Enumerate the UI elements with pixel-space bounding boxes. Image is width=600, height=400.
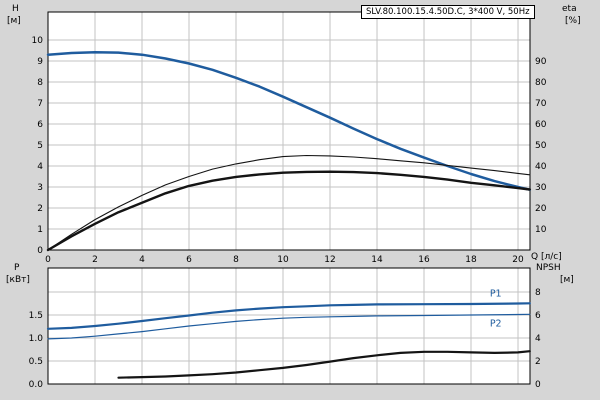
tick-label-left: 1.5: [29, 311, 43, 321]
series-label-P2: P2: [490, 318, 502, 329]
tick-label-right: 4: [535, 334, 541, 344]
tick-label-left: 7: [37, 99, 43, 109]
p-axis-unit: [кВт]: [6, 275, 30, 285]
tick-label-right: 2: [535, 357, 541, 367]
tick-label-right: 50: [535, 141, 547, 151]
tick-label-left: 10: [32, 36, 44, 46]
npsh-axis-title: NPSH: [536, 263, 561, 273]
plot-frame: [47, 11, 531, 251]
plot-area: [48, 12, 530, 250]
tick-label-x: 18: [465, 255, 477, 265]
tick-label-x: 0: [45, 255, 51, 265]
tick-label-left: 8: [37, 78, 43, 88]
tick-label-left: 1: [37, 225, 43, 235]
tick-label-right: 30: [535, 183, 547, 193]
tick-label-left: 0.0: [29, 380, 44, 390]
tick-label-right: 0: [535, 380, 541, 390]
series-P1: [46, 302, 531, 330]
series-H: [46, 50, 532, 191]
h-axis-title: H: [12, 4, 19, 14]
tick-label-left: 4: [37, 162, 43, 172]
series-eta1: [47, 154, 531, 251]
tick-label-right: 10: [535, 225, 547, 235]
pump-model-title: SLV.80.100.15.4.50D.C, 3*400 V, 50Hz: [361, 5, 535, 19]
tick-label-x: 12: [324, 255, 335, 265]
eta-axis-title: eta: [562, 4, 577, 14]
tick-label-x: 16: [418, 255, 430, 265]
tick-label-right: 70: [535, 99, 547, 109]
tick-label-left: 1.0: [29, 334, 44, 344]
tick-label-left: 0.5: [29, 357, 43, 367]
tick-label-left: 2: [37, 204, 43, 214]
series-NPSH: [117, 350, 531, 379]
tick-label-x: 14: [371, 255, 383, 265]
tick-label-left: 9: [37, 57, 43, 67]
tick-label-right: 20: [535, 204, 547, 214]
tick-label-right: 80: [535, 78, 547, 88]
tick-label-x: 6: [186, 255, 192, 265]
tick-label-left: 6: [37, 120, 43, 130]
npsh-axis-unit: [м]: [560, 275, 574, 285]
q-axis-title: Q [л/с]: [531, 252, 562, 262]
h-axis-unit: [м]: [7, 16, 21, 26]
tick-label-x: 4: [139, 255, 145, 265]
tick-label-right: 90: [535, 57, 547, 67]
tick-label-x: 8: [233, 255, 239, 265]
tick-label-right: 40: [535, 162, 547, 172]
tick-label-x: 10: [277, 255, 289, 265]
eta-axis-unit: [%]: [565, 16, 581, 26]
tick-label-right: 60: [535, 120, 547, 130]
tick-label-right: 8: [535, 288, 541, 298]
tick-label-left: 5: [37, 141, 43, 151]
series-P2: [47, 313, 531, 340]
plot-frame: [47, 267, 531, 385]
series-eta2: [46, 170, 531, 252]
p-axis-title: P: [14, 263, 20, 273]
plot-area: [48, 268, 530, 384]
tick-label-left: 3: [37, 183, 43, 193]
tick-label-x: 20: [512, 255, 524, 265]
tick-label-x: 2: [92, 255, 98, 265]
tick-label-left: 0: [37, 246, 43, 256]
series-label-P1: P1: [490, 288, 502, 299]
tick-label-right: 6: [535, 311, 541, 321]
